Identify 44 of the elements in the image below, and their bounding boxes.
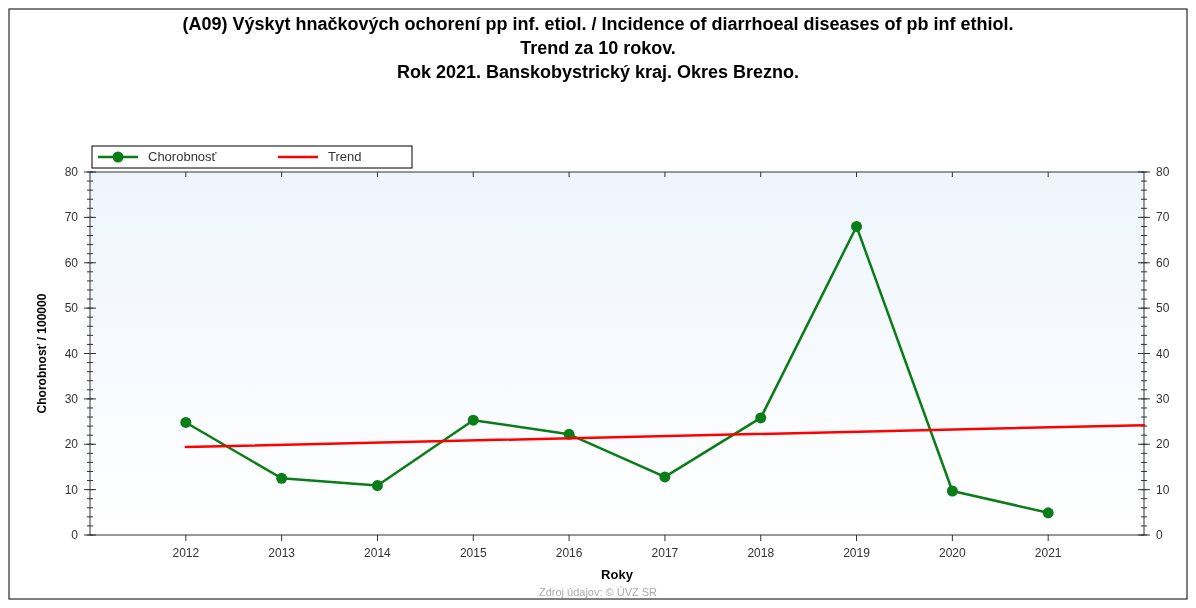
x-tick-label: 2019 (843, 546, 871, 560)
y2-tick-label: 60 (1156, 255, 1170, 270)
x-tick-label: 2018 (747, 546, 775, 560)
y2-tick-label: 80 (1156, 165, 1170, 179)
y2-tick-label: 20 (1156, 437, 1170, 452)
point (276, 472, 288, 484)
y-tick-label: 30 (64, 391, 79, 406)
x-tick-label: 2021 (1034, 546, 1062, 560)
x-tick-label: 2017 (651, 546, 679, 560)
x-tick-label: 2016 (555, 546, 583, 560)
y2-tick-label: 30 (1156, 391, 1170, 406)
y-tick-label: 40 (64, 346, 79, 361)
y-tick-label: 50 (64, 301, 79, 316)
point (467, 414, 479, 426)
legend-label: Trend (328, 149, 362, 164)
chart-title: (A09) Výskyt hnačkových ochorení pp inf. etiol. / Incidence of diarrhoeal diseases of pb inf ethiol. (182, 14, 1014, 34)
point (180, 416, 192, 428)
text: Zdroj údajov: © ÚVZ SR (538, 586, 658, 598)
point (1042, 507, 1054, 519)
y2-tick-label: 50 (1156, 301, 1170, 316)
y-tick-label: 0 (71, 528, 79, 542)
y2-tick-label: 0 (1156, 528, 1163, 542)
y2-tick-label: 40 (1156, 346, 1170, 361)
point (946, 485, 958, 497)
x-axis-title: Roky (601, 567, 634, 582)
chart-subtitle: Trend za 10 rokov. Rok 2021. Banskobystrický kraj. Okres Brezno. (396, 38, 800, 82)
y-axis-title: Chorobnosť / 100000 (35, 293, 49, 414)
y-tick-label: 60 (64, 255, 79, 270)
legend-label: Chorobnosť (148, 149, 217, 164)
y2-tick-label: 10 (1156, 482, 1170, 497)
point (851, 220, 863, 232)
point (659, 471, 671, 483)
y-tick-label: 10 (64, 482, 79, 497)
y-tick-label: 20 (64, 437, 79, 452)
y-tick-label: 80 (64, 165, 79, 179)
x-tick-label: 2013 (268, 546, 296, 560)
point (755, 412, 767, 424)
x-tick-label: 2015 (459, 546, 487, 560)
y-tick-label: 70 (64, 210, 79, 225)
point (371, 480, 383, 492)
x-tick-label: 2014 (364, 546, 392, 560)
y2-tick-label: 70 (1156, 210, 1170, 225)
x-tick-label: 2020 (939, 546, 967, 560)
x-tick-label: 2012 (172, 546, 200, 560)
